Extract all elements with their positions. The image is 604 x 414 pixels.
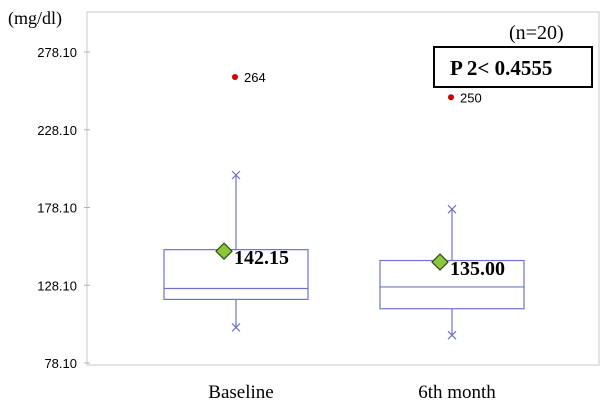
y-unit-label: (mg/dl) [8, 8, 62, 29]
mean-marker [431, 253, 449, 271]
sample-size-note: (n=20) [509, 22, 564, 44]
p-value-box [433, 46, 593, 88]
y-tick-label: 228.10 [37, 123, 77, 138]
x-tick-label: Baseline [208, 382, 273, 403]
mean-label: 142.15 [234, 247, 289, 269]
x-tick-label: 6th month [418, 382, 496, 403]
plot-area [86, 11, 600, 366]
box-series: 264 142.15 250 135.00 [163, 70, 525, 340]
y-tick-label: 278.10 [37, 45, 77, 60]
y-tick-label: 178.10 [37, 201, 77, 216]
box-group: 250 135.00 [379, 90, 525, 340]
whisker-cap [231, 322, 241, 332]
x-axis: Baseline 6th month [208, 382, 496, 403]
outlier-point [448, 94, 454, 101]
p-value-text: P 2< 0.4555 [450, 56, 552, 80]
mean-label: 135.00 [450, 258, 505, 280]
y-tick-label: 78.10 [44, 356, 77, 371]
iqr-box [379, 259, 525, 310]
whisker-cap [447, 330, 457, 340]
y-tick-label: 128.10 [37, 278, 77, 293]
y-axis: 278.10 228.10 178.10 128.10 78.10 [37, 45, 90, 371]
outlier-label: 264 [244, 70, 266, 85]
mean-marker [215, 242, 233, 261]
whisker-cap [447, 204, 457, 214]
whisker-cap [231, 170, 241, 180]
outlier-point [232, 74, 238, 81]
outlier-label: 250 [460, 90, 482, 105]
box-group: 264 142.15 [163, 70, 309, 332]
iqr-box [163, 249, 309, 301]
